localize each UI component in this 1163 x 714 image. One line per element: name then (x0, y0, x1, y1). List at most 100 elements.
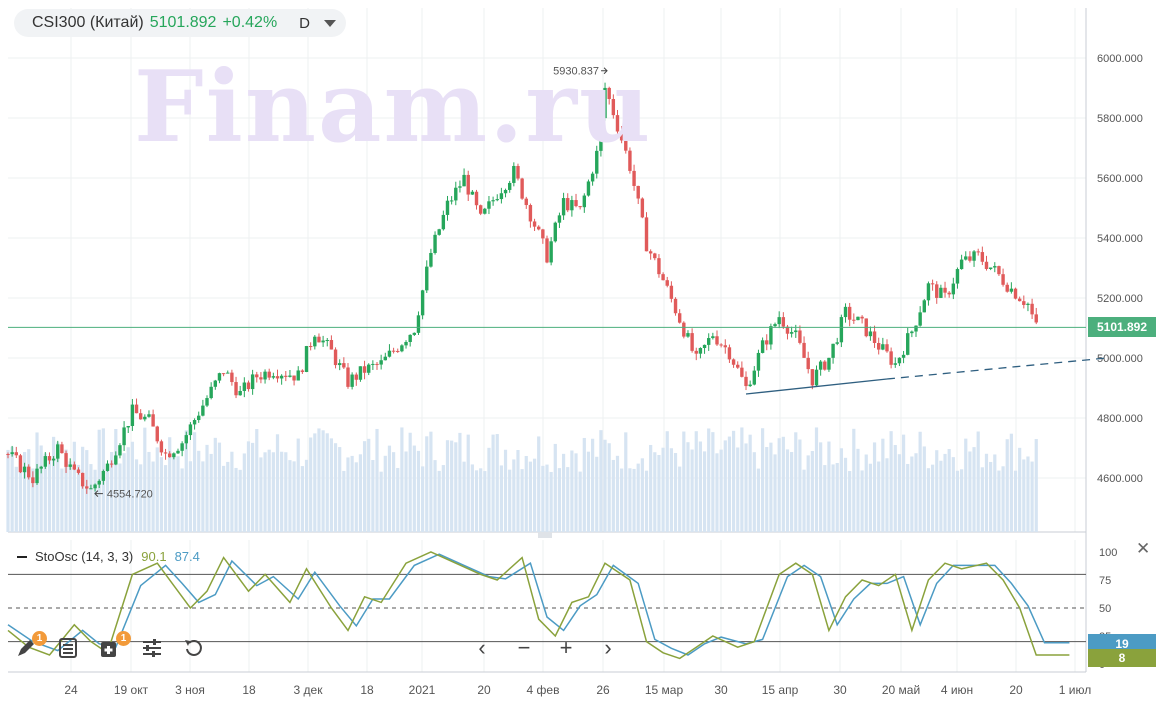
instrument-symbol[interactable]: CSI300 (Китай) (32, 14, 144, 31)
volume-bar (130, 441, 134, 532)
draw-tool-button[interactable]: 1 (12, 631, 47, 662)
settings-button[interactable] (138, 634, 166, 662)
oscillator-legend[interactable]: StoOsc (14, 3, 3) 90.1 87.4 (17, 549, 200, 564)
time-axis-label: 20 (477, 683, 491, 697)
volume-bar (259, 457, 263, 532)
volume-bar (868, 463, 872, 532)
candle-body (1026, 303, 1030, 305)
list-button[interactable] (54, 634, 82, 662)
volume-bar (52, 436, 56, 532)
reset-button[interactable] (180, 634, 208, 662)
volume-bar (1034, 439, 1038, 532)
candle-body (284, 375, 288, 377)
scroll-right-button[interactable]: › (604, 635, 612, 660)
candle-body (843, 306, 848, 318)
time-axis-label: 3 дек (294, 683, 324, 697)
volume-bar (354, 462, 358, 532)
add-indicator-button[interactable]: 1 (96, 631, 131, 662)
volume-bar (89, 464, 93, 532)
volume-bar (653, 452, 657, 532)
candle-body (238, 390, 242, 396)
undo-icon (185, 640, 202, 656)
candle-body (300, 370, 305, 372)
volume-bar (644, 470, 649, 532)
volume-bar (976, 431, 980, 532)
candle-body (532, 221, 537, 227)
scroll-left-button[interactable]: ‹ (478, 635, 486, 660)
candle-body (619, 131, 624, 141)
volume-bar (541, 465, 545, 532)
candle-body (18, 455, 23, 473)
volume-bar (607, 443, 611, 532)
volume-bar (362, 441, 367, 532)
volume-bar (893, 445, 897, 532)
volume-bar (68, 461, 72, 532)
candle-body (296, 370, 300, 381)
volume-bar (748, 434, 752, 532)
volume-bar (499, 465, 503, 532)
volume-bar (242, 453, 246, 532)
volume-bar (537, 436, 541, 532)
volume-bar (620, 468, 624, 532)
candle-body (806, 357, 810, 370)
volume-bar (914, 453, 918, 532)
candle-body (22, 466, 27, 473)
volume-bar (412, 445, 416, 532)
pane-resize-handle (538, 532, 552, 538)
instrument-header[interactable]: CSI300 (Китай) 5101.892 +0.42% D (14, 9, 347, 37)
volume-bar (939, 460, 943, 532)
candle-body (922, 300, 926, 313)
candle-body (856, 316, 860, 321)
volume-bar (636, 463, 640, 532)
volume-bar (578, 471, 582, 532)
volume-bar (14, 466, 18, 532)
zoom-out-button[interactable]: − (517, 635, 531, 660)
volume-bar (864, 454, 868, 532)
volume-bar (296, 438, 300, 532)
close-icon[interactable]: ✕ (1136, 539, 1151, 558)
candle-body (860, 316, 864, 319)
candle-body (765, 340, 769, 345)
candle-body (711, 336, 715, 339)
volume-bar (230, 451, 234, 532)
volume-bar (105, 466, 110, 532)
time-axis-label: 19 окт (114, 683, 149, 697)
candle-body (988, 267, 993, 269)
volume-bar (151, 461, 155, 532)
candle-body (644, 217, 649, 252)
volume-bar (765, 447, 769, 532)
candle-body (993, 266, 997, 268)
volume-bar (6, 449, 10, 532)
candle-body (466, 174, 470, 195)
volume-bar (657, 455, 661, 532)
volume-bar (508, 469, 512, 532)
chevron-down-icon[interactable] (324, 19, 337, 27)
oscillator-k-value: 90.1 (141, 549, 167, 564)
candle-body (449, 200, 454, 202)
candle-body (682, 322, 686, 337)
volume-bar (852, 428, 856, 532)
timeframe-selector[interactable]: D (299, 14, 311, 32)
volume-bar (831, 464, 835, 532)
volume-bar (632, 468, 636, 532)
candle-body (420, 290, 425, 316)
candle-body (255, 374, 259, 378)
zoom-in-button[interactable]: + (559, 635, 573, 660)
candle-body (14, 452, 18, 456)
candle-body (827, 357, 831, 370)
volume-bar (474, 470, 479, 532)
candle-body (906, 333, 910, 355)
candle-body (308, 346, 313, 348)
volume-bar (338, 447, 342, 532)
candle-body (226, 372, 230, 374)
candle-body (839, 317, 844, 343)
high-annotation: 5930.837 (553, 66, 599, 78)
candle-body (930, 283, 935, 285)
watermark: Finam.ru (134, 50, 653, 165)
candle-body (242, 382, 247, 391)
volume-bar (408, 432, 412, 532)
pencil-icon (18, 640, 34, 656)
candle-body (31, 477, 35, 484)
